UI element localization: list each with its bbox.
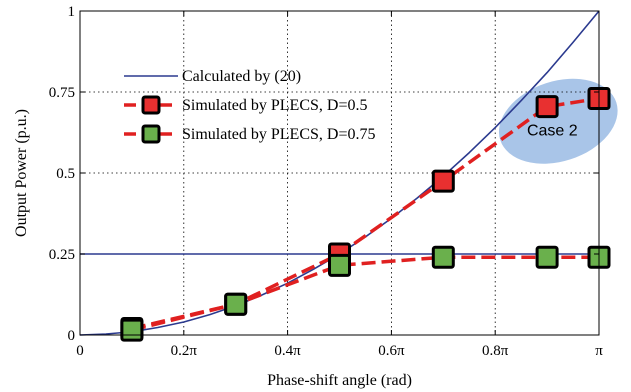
legend-label-1: Simulated by PLECS, D=0.5 — [182, 97, 367, 114]
annotation-ellipse-layer — [498, 78, 618, 164]
x-tick-label-1: 0.2π — [171, 343, 198, 359]
y-axis-label: Output Power (p.u.) — [13, 109, 30, 237]
series-3-point-3 — [431, 245, 455, 269]
y-tick-label-4: 1 — [68, 4, 76, 20]
series-3-point-4 — [535, 245, 559, 269]
legend-marker-1 — [141, 95, 161, 115]
annotation-text-0: Case 2 — [527, 122, 578, 139]
series-3-point-1 — [224, 292, 248, 316]
x-tick-label-2: 0.4π — [274, 343, 301, 359]
y-tick-label-3: 0.75 — [49, 85, 75, 101]
ticks: 0 0.2π 0.4π 0.6π 0.8π π 0 0.25 0.5 0.75 1 — [49, 4, 603, 359]
series-layer — [79, 10, 611, 342]
legend-marker-2 — [141, 124, 161, 144]
series-2-point-3 — [431, 169, 455, 193]
series-2-point-4 — [535, 95, 559, 119]
series-3-point-2 — [328, 253, 351, 277]
x-tick-label-4: 0.8π — [482, 343, 509, 359]
y-tick-label-0: 0 — [68, 328, 76, 344]
x-axis-label: Phase-shift angle (rad) — [267, 372, 412, 389]
x-tick-label-3: 0.6π — [378, 343, 405, 359]
series-3-point-0 — [120, 318, 144, 342]
legend-label-0: Calculated by (20) — [182, 68, 301, 85]
legend-label-2: Simulated by PLECS, D=0.75 — [182, 126, 375, 143]
legend: Calculated by (20) Simulated by PLECS, D=… — [124, 68, 375, 144]
y-tick-label-2: 0.5 — [56, 166, 75, 182]
y-tick-label-1: 0.25 — [49, 247, 75, 263]
annotation-ellipse-0 — [498, 78, 618, 164]
x-tick-label-5: π — [595, 343, 603, 359]
grid — [80, 11, 599, 335]
x-tick-label-0: 0 — [76, 343, 84, 359]
annotations: Case 2 — [527, 122, 578, 139]
series-line-3 — [131, 255, 599, 332]
